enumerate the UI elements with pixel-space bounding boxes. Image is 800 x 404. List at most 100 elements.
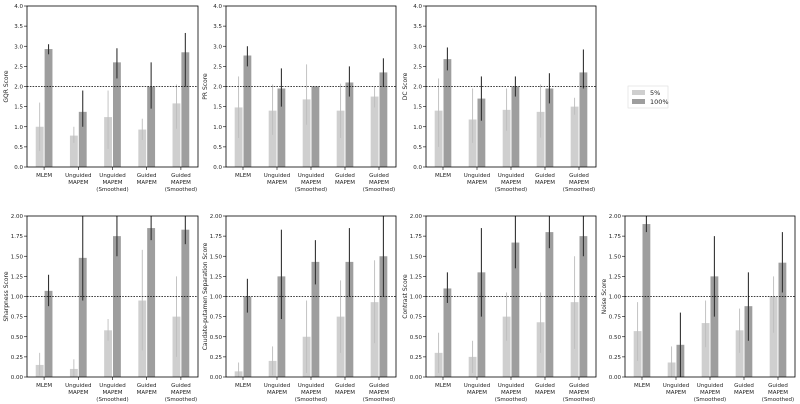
x-tick-label: Guided: [137, 173, 157, 179]
x-tick-label: Unguided: [99, 173, 125, 179]
y-tick-label: 2.5: [413, 64, 422, 70]
chart-panel-4: 0.00 0.25 0.50 0.75 1.00 1.25 1.50 1.75 2.00 Shar…: [3, 214, 199, 403]
y-tick-label: 1.0: [213, 125, 222, 131]
y-axis-label: Sharpness Score: [3, 271, 10, 321]
chart-panel-2: 0.0 0.5 1.0 1.5 2.0 2.5 3.0 3.5 4.0 PR Score MLEM U…: [202, 4, 397, 193]
y-tick-label: 0.25: [11, 355, 24, 361]
y-tick-label: 0.00: [210, 375, 223, 381]
x-tick-label: Unguided: [264, 383, 290, 389]
x-tick-label: (Smoothed): [762, 397, 794, 403]
x-tick-label: MLEM: [36, 383, 52, 389]
x-tick-label: Unguided: [264, 173, 290, 179]
bar-100pct: [44, 290, 53, 377]
bar-100pct: [44, 49, 53, 167]
y-tick-label: 0.0: [14, 165, 23, 171]
y-tick-label: 2.5: [14, 64, 23, 70]
bar-5pct: [536, 111, 545, 167]
bar-100pct: [181, 229, 190, 377]
y-tick-label: 1.50: [11, 254, 24, 260]
legend-label: 100%: [650, 98, 669, 106]
x-tick-label: Unguided: [464, 383, 490, 389]
y-axis-label: Caudate-putamen Separation Score: [202, 242, 209, 350]
x-tick-label: MAPEM: [467, 180, 487, 186]
chart-panel-7: 0.00 0.25 0.50 0.75 1.00 1.25 1.50 1.75 2.00 Nois…: [601, 214, 796, 403]
chart-panel-1: 0.0 0.5 1.0 1.5 2.0 2.5 3.0 3.5 4.0 GQR Score MLEM…: [3, 4, 199, 193]
y-tick-label: 1.25: [410, 274, 423, 280]
x-tick-label: Unguided: [464, 173, 490, 179]
x-tick-label: MAPEM: [535, 180, 555, 186]
bar-100pct: [744, 306, 753, 377]
y-tick-label: 4.0: [213, 4, 222, 10]
chart-panel-3: 0.0 0.5 1.0 1.5 2.0 2.5 3.0 3.5 4.0 DC Score MLEM U…: [402, 4, 597, 193]
bar-100pct: [78, 111, 87, 167]
y-tick-label: 1.25: [11, 274, 24, 280]
x-tick-label: MAPEM: [267, 180, 287, 186]
y-tick-label: 3.0: [14, 44, 23, 50]
y-axis-label: Contrast Score: [402, 274, 409, 319]
x-tick-label: Unguided: [99, 383, 125, 389]
bar-5pct: [502, 316, 511, 377]
bar-5pct: [769, 296, 778, 377]
bar-5pct: [69, 135, 78, 167]
y-tick-label: 0.50: [410, 335, 423, 341]
y-tick-label: 1.5: [213, 105, 222, 111]
x-tick-label: (Smoothed): [165, 397, 197, 403]
y-tick-label: 4.0: [413, 4, 422, 10]
chart-panel-6: 0.00 0.25 0.50 0.75 1.00 1.25 1.50 1.75 2.00 Cont…: [402, 214, 597, 403]
y-tick-label: 2.0: [14, 85, 23, 91]
x-tick-label: Unguided: [298, 173, 324, 179]
y-tick-label: 0.00: [609, 375, 622, 381]
x-tick-label: MAPEM: [569, 180, 589, 186]
bar-100pct: [147, 228, 156, 377]
x-tick-label: MAPEM: [68, 390, 88, 396]
x-tick-label: Guided: [768, 383, 788, 389]
bar-100pct: [379, 256, 388, 377]
y-tick-label: 0.5: [213, 145, 222, 151]
x-tick-label: Guided: [569, 173, 589, 179]
bar-100pct: [443, 59, 452, 167]
y-tick-label: 0.75: [11, 315, 24, 321]
bar-5pct: [172, 103, 181, 167]
x-tick-label: MLEM: [435, 383, 451, 389]
x-tick-label: MAPEM: [102, 390, 122, 396]
x-tick-label: MAPEM: [335, 180, 355, 186]
y-tick-label: 0.00: [410, 375, 423, 381]
bar-100pct: [579, 72, 588, 167]
y-tick-label: 0.25: [609, 355, 622, 361]
x-tick-label: MAPEM: [700, 390, 720, 396]
x-tick-label: MAPEM: [68, 180, 88, 186]
bar-100pct: [311, 261, 320, 377]
y-axis-label: PR Score: [202, 73, 209, 100]
x-tick-label: Unguided: [298, 383, 324, 389]
y-tick-label: 0.25: [210, 355, 223, 361]
y-tick-label: 0.00: [11, 375, 24, 381]
x-tick-label: Guided: [369, 383, 389, 389]
x-tick-label: MAPEM: [137, 180, 157, 186]
x-tick-label: MAPEM: [369, 180, 389, 186]
bar-5pct: [502, 109, 511, 167]
bar-100pct: [642, 224, 651, 377]
y-tick-label: 2.00: [210, 214, 223, 220]
x-tick-label: (Smoothed): [495, 187, 527, 193]
y-tick-label: 3.5: [213, 24, 222, 30]
bar-5pct: [370, 96, 379, 167]
y-tick-label: 2.00: [410, 214, 423, 220]
y-axis-label: DC Score: [402, 72, 409, 100]
y-tick-label: 0.50: [11, 335, 24, 341]
y-tick-label: 3.0: [213, 44, 222, 50]
bar-100pct: [545, 88, 554, 167]
x-tick-label: MLEM: [634, 383, 650, 389]
x-tick-label: (Smoothed): [165, 187, 197, 193]
x-tick-label: MAPEM: [267, 390, 287, 396]
x-tick-label: MAPEM: [501, 180, 521, 186]
bar-5pct: [302, 99, 311, 167]
x-tick-label: MAPEM: [171, 390, 191, 396]
y-tick-label: 1.5: [14, 105, 23, 111]
y-tick-label: 1.00: [410, 295, 423, 301]
y-tick-label: 2.00: [11, 214, 24, 220]
x-tick-label: Unguided: [498, 173, 524, 179]
x-tick-label: Unguided: [65, 173, 91, 179]
bar-100pct: [113, 62, 121, 167]
y-tick-label: 1.00: [11, 295, 24, 301]
